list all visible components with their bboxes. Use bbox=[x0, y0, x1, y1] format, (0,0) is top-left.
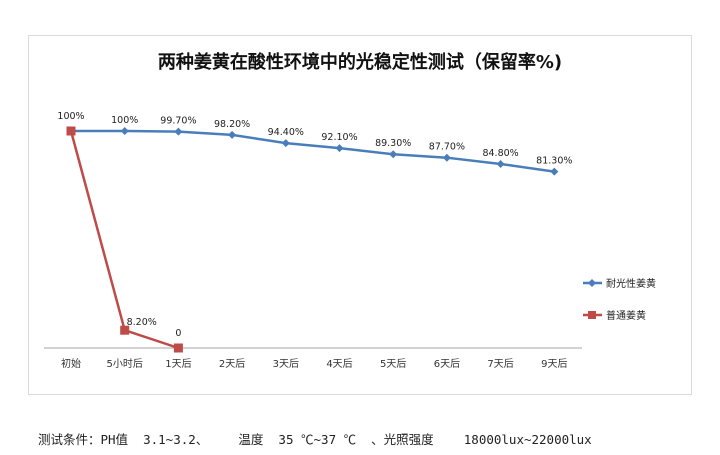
data-point bbox=[174, 127, 183, 136]
chart-title: 两种姜黄在酸性环境中的光稳定性测试（保留率%) bbox=[157, 52, 563, 73]
test-conditions-note: 测试条件：PH值 3.1~3.2、 温度 35 ℃~37 ℃ 、光照强度 180… bbox=[38, 432, 592, 447]
data-label: 94.40% bbox=[268, 127, 304, 138]
data-point bbox=[335, 144, 344, 153]
data-label: 0 bbox=[175, 328, 181, 339]
data-point bbox=[120, 127, 129, 135]
data-point bbox=[173, 343, 183, 353]
x-tick-label: 6天后 bbox=[434, 358, 460, 370]
x-tick-label: 5天后 bbox=[380, 358, 406, 370]
series-line-0 bbox=[71, 129, 555, 173]
data-label: 8.20% bbox=[127, 317, 157, 328]
data-point bbox=[228, 130, 237, 139]
x-tick-label: 9天后 bbox=[541, 358, 567, 370]
x-tick-label: 7天后 bbox=[487, 358, 513, 370]
legend-label: 普通姜黄 bbox=[606, 309, 646, 322]
data-point bbox=[281, 139, 290, 148]
data-label: 92.10% bbox=[321, 132, 357, 143]
data-label: 89.30% bbox=[375, 138, 411, 149]
legend-label: 耐光性姜黄 bbox=[606, 277, 656, 290]
data-label: 84.80% bbox=[482, 148, 518, 159]
data-point bbox=[550, 167, 559, 176]
data-point bbox=[389, 150, 398, 159]
data-point bbox=[496, 159, 505, 168]
data-point bbox=[120, 325, 130, 335]
data-label: 81.30% bbox=[536, 156, 572, 167]
series-line-1 bbox=[69, 130, 179, 350]
x-tick-label: 5小时后 bbox=[107, 358, 143, 370]
chart-frame bbox=[28, 35, 692, 395]
x-tick-label: 4天后 bbox=[326, 358, 352, 370]
data-label: 100% bbox=[57, 111, 84, 122]
data-label: 100% bbox=[111, 115, 138, 126]
legend-marker bbox=[588, 279, 596, 287]
x-tick-label: 初始 bbox=[61, 357, 81, 370]
x-tick-label: 2天后 bbox=[219, 358, 245, 370]
data-point bbox=[66, 126, 76, 136]
legend-marker bbox=[588, 311, 596, 319]
x-tick-label: 3天后 bbox=[273, 358, 299, 370]
data-label: 98.20% bbox=[214, 119, 250, 130]
data-label: 99.70% bbox=[160, 116, 196, 127]
data-point bbox=[442, 153, 451, 162]
data-label: 87.70% bbox=[429, 142, 465, 153]
x-tick-label: 1天后 bbox=[165, 358, 191, 370]
